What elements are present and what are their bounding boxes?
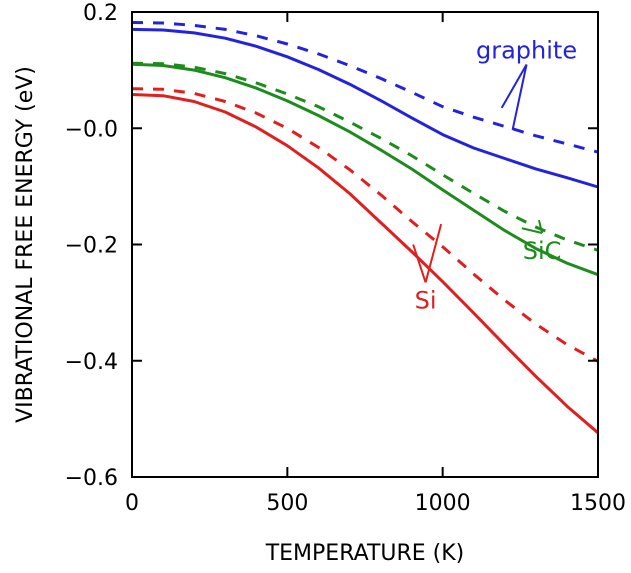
y-tick-label: −0.6 bbox=[65, 466, 118, 491]
y-tick-label: −0.0 bbox=[65, 117, 118, 142]
series-label-layer: graphite SiC Si bbox=[412, 37, 577, 314]
x-tick-label: 500 bbox=[266, 491, 308, 516]
sic-dashed-curve bbox=[131, 61, 599, 252]
x-tick-label: 0 bbox=[125, 491, 139, 516]
graphite-pointer bbox=[511, 64, 528, 131]
si-pointer bbox=[412, 244, 427, 283]
x-tick-label: 1000 bbox=[415, 491, 471, 516]
sic-label: SiC bbox=[523, 237, 562, 265]
graphite-pointer bbox=[500, 64, 528, 109]
y-tick-label: 0.2 bbox=[83, 1, 118, 26]
si-solid-curve bbox=[131, 93, 599, 434]
tick-layer: 0 500 1000 1500 0.2 −0.0 −0.2 −0.4 −0.6 bbox=[65, 1, 626, 516]
x-axis-title: TEMPERATURE (K) bbox=[265, 541, 465, 566]
sic-solid-curve bbox=[131, 62, 599, 277]
graphite-label: graphite bbox=[476, 37, 577, 65]
si-dashed-curve bbox=[131, 87, 599, 363]
series-layer bbox=[131, 21, 599, 434]
graphite-solid-curve bbox=[131, 27, 599, 189]
sic-pointer bbox=[538, 219, 544, 234]
si-label: Si bbox=[415, 286, 437, 314]
y-axis-title: VIBRATIONAL FREE ENERGY (eV) bbox=[13, 66, 38, 423]
x-tick-label: 1500 bbox=[570, 491, 626, 516]
sic-pointer bbox=[521, 227, 543, 235]
graphite-dashed-curve bbox=[131, 21, 599, 154]
y-tick-label: −0.2 bbox=[65, 234, 118, 259]
y-tick-label: −0.4 bbox=[65, 350, 118, 375]
si-pointer bbox=[424, 223, 443, 283]
